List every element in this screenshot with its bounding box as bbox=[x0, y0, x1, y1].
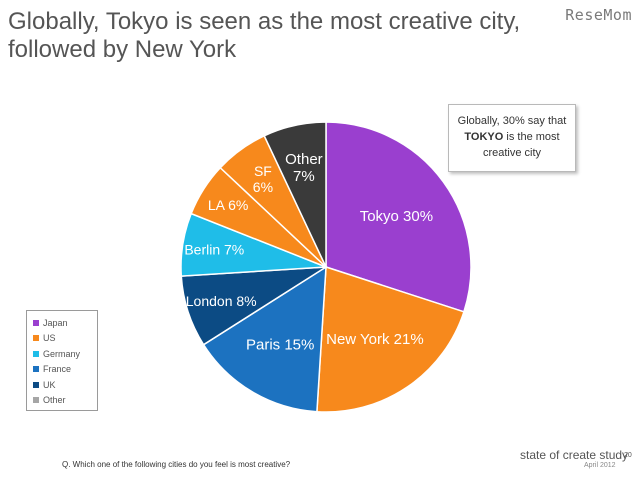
pie-label-other: Other 7% bbox=[285, 151, 323, 185]
legend-label: Japan bbox=[43, 317, 68, 328]
legend-item: Japan bbox=[33, 315, 97, 331]
title-line-1: Globally, Tokyo is seen as the most crea… bbox=[8, 8, 521, 35]
callout-line-2: TOKYO is the most bbox=[449, 129, 575, 145]
title-line-2: followed by New York bbox=[8, 36, 237, 63]
legend-label: France bbox=[43, 364, 72, 375]
legend-item: Germany bbox=[33, 346, 97, 362]
legend-label: US bbox=[43, 333, 56, 344]
pie-label-tokyo: Tokyo 30% bbox=[360, 208, 433, 225]
pie-slice-tokyo bbox=[325, 121, 472, 313]
legend-item: Other bbox=[33, 393, 97, 409]
callout-box: Globally, 30% say that TOKYO is the most… bbox=[448, 104, 576, 172]
legend-item: France bbox=[33, 362, 97, 378]
legend-swatch bbox=[33, 366, 39, 373]
pie-label-london: London 8% bbox=[186, 293, 257, 309]
watermark-logo: ReseMom bbox=[565, 6, 632, 24]
legend-swatch bbox=[33, 350, 39, 357]
legend-item: UK bbox=[33, 377, 97, 393]
footer-date: April 2012 bbox=[584, 462, 616, 469]
pie-label-berlin: Berlin 7% bbox=[184, 241, 244, 257]
legend-label: Other bbox=[43, 395, 66, 406]
pie-label-sf: SF 6% bbox=[253, 163, 273, 195]
legend: Japan US Germany France UK Other bbox=[26, 310, 98, 411]
survey-question: Q. Which one of the following cities do … bbox=[62, 460, 291, 469]
pie-label-la: LA 6% bbox=[208, 197, 248, 213]
legend-item: US bbox=[33, 331, 97, 347]
legend-swatch bbox=[33, 397, 39, 404]
callout-line-3: creative city bbox=[482, 147, 542, 159]
callout-emphasis: TOKYO bbox=[464, 131, 504, 143]
legend-label: UK bbox=[43, 379, 56, 390]
callout-line-2-rest: is the most bbox=[506, 131, 560, 143]
pie-label-new-york: New York 21% bbox=[326, 331, 424, 348]
legend-label: Germany bbox=[43, 348, 81, 359]
footer-study-name: state of create study bbox=[520, 448, 629, 462]
callout-line-1: Globally, 30% say that bbox=[457, 115, 567, 127]
pie-slice-other bbox=[263, 121, 327, 268]
pie-label-paris: Paris 15% bbox=[246, 336, 314, 353]
legend-swatch bbox=[33, 319, 39, 326]
pie-slice-new-york bbox=[316, 265, 465, 413]
legend-swatch bbox=[33, 381, 39, 388]
page-title: Globally, Tokyo is seen as the most crea… bbox=[8, 8, 528, 64]
legend-swatch bbox=[33, 335, 39, 342]
pie-slice-paris bbox=[202, 265, 327, 413]
page-number: 20 bbox=[624, 452, 632, 459]
